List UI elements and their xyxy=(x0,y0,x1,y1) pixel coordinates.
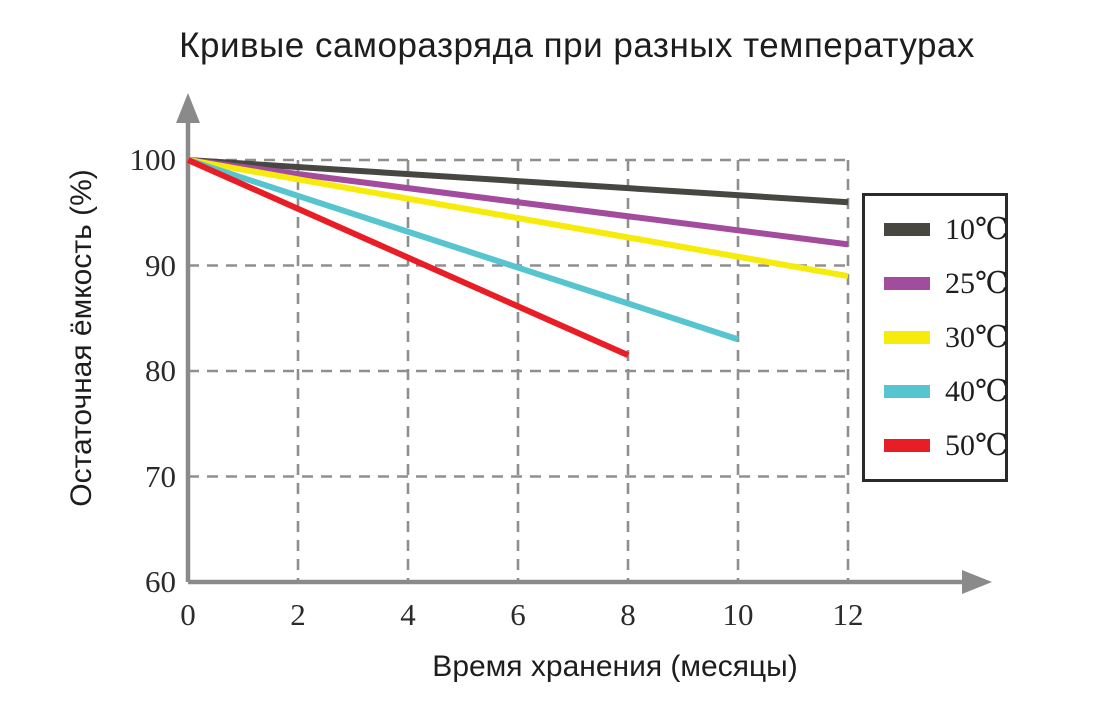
legend-swatch-icon xyxy=(884,331,930,344)
x-axis-label: Время хранения (месяцы) xyxy=(432,650,797,684)
legend-item: 30℃ xyxy=(865,320,1005,355)
legend: 10℃ 25℃ 30℃ 40℃ 50℃ xyxy=(862,193,1008,482)
legend-item: 25℃ xyxy=(865,266,1005,301)
legend-item: 10℃ xyxy=(865,212,1005,247)
chart-canvas: Кривые саморазряда при разных температур… xyxy=(0,0,1108,715)
legend-swatch-icon xyxy=(884,385,930,398)
legend-swatch-icon xyxy=(884,277,930,290)
legend-item: 50℃ xyxy=(865,428,1005,463)
gridlines xyxy=(188,160,848,582)
x-axis-arrow-icon xyxy=(962,570,992,594)
legend-label: 30℃ xyxy=(945,320,1009,355)
legend-swatch-icon xyxy=(884,223,930,236)
legend-label: 40℃ xyxy=(945,374,1009,409)
legend-label: 25℃ xyxy=(945,266,1009,301)
y-axis-arrow-icon xyxy=(176,93,200,123)
legend-label: 10℃ xyxy=(945,212,1009,247)
legend-swatch-icon xyxy=(884,439,930,452)
legend-item: 40℃ xyxy=(865,374,1005,409)
legend-label: 50℃ xyxy=(945,428,1009,463)
